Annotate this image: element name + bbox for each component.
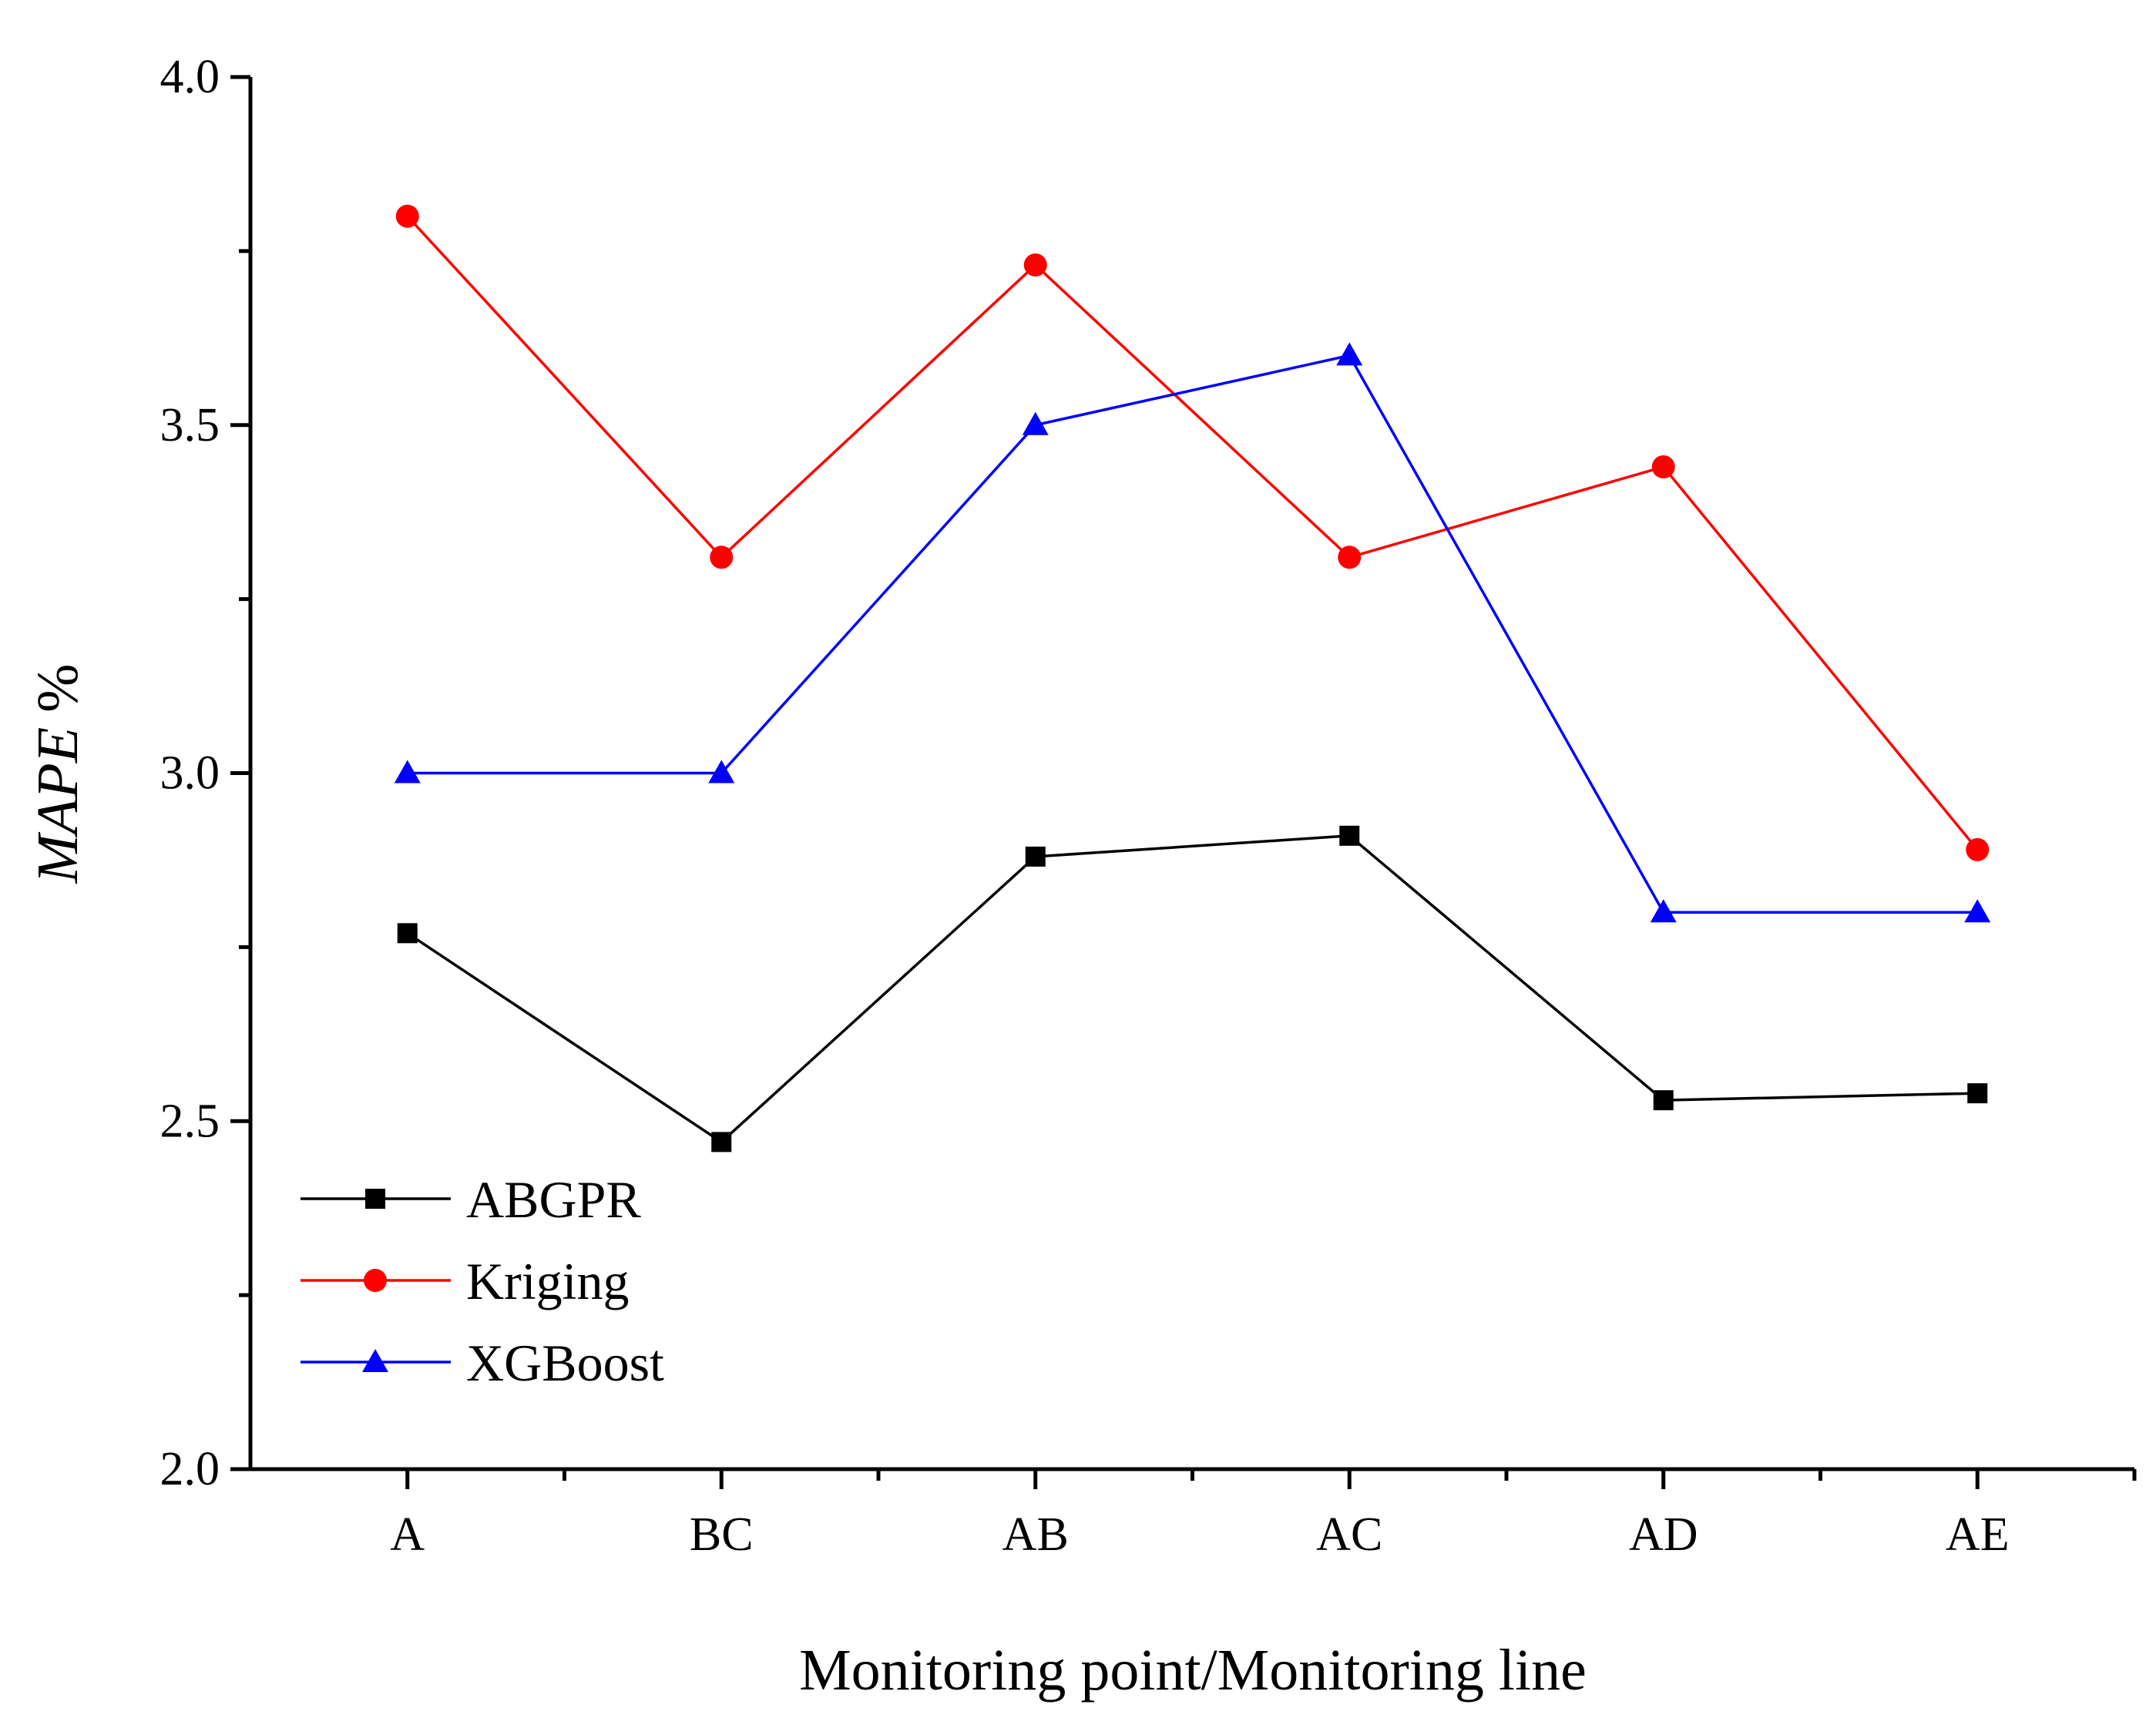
legend-marker-abgpr (365, 1189, 385, 1209)
x-tick-label: AB (1002, 1508, 1069, 1561)
series-line-xgboost (407, 354, 1978, 914)
data-point-xgboost (394, 760, 421, 783)
series-layer (394, 204, 1991, 1153)
data-point-xgboost (1964, 899, 1991, 923)
data-point-kriging (1966, 837, 1990, 861)
legend-label-abgpr: ABGPR (466, 1170, 641, 1229)
data-point-xgboost (1336, 342, 1363, 366)
legend-label-xgboost: XGBoost (466, 1334, 664, 1392)
y-tick-label: 3.5 (160, 399, 220, 451)
y-axis-title: MAPE % (25, 664, 90, 884)
x-tick-label: A (390, 1508, 425, 1561)
data-point-xgboost (708, 760, 735, 783)
data-point-xgboost (1650, 899, 1677, 923)
series-xgboost (394, 342, 1991, 923)
data-point-abgpr (1967, 1083, 1988, 1104)
data-point-abgpr (1653, 1090, 1674, 1111)
y-tick-label: 3.0 (160, 747, 220, 800)
legend: ABGPR Kriging XGBoost (301, 1170, 664, 1392)
legend-marker-kriging (364, 1269, 387, 1292)
y-axis-title-suffix: % (25, 664, 90, 727)
y-axis-title-italic: MAPE (25, 727, 90, 884)
data-point-kriging (1023, 253, 1047, 277)
series-line-abgpr (406, 834, 1978, 1144)
legend-label-kriging: Kriging (466, 1252, 630, 1310)
data-point-kriging (395, 204, 419, 228)
data-point-kriging (710, 545, 734, 569)
y-tick-label: 2.5 (160, 1095, 220, 1147)
data-point-xgboost (1022, 411, 1049, 435)
data-point-abgpr (1025, 846, 1046, 867)
legend-item-kriging: Kriging (301, 1252, 630, 1310)
y-tick-label: 2.0 (160, 1443, 220, 1495)
x-axis-title: Monitoring point/Monitoring line (799, 1638, 1587, 1703)
legend-item-abgpr: ABGPR (301, 1170, 641, 1229)
x-tick-label: AE (1946, 1508, 2010, 1561)
legend-item-xgboost: XGBoost (301, 1334, 664, 1392)
x-ticks: A BC AB AC AD AE (390, 1469, 2137, 1561)
series-abgpr (397, 825, 1988, 1153)
series-kriging (395, 204, 1990, 861)
x-tick-label: BC (690, 1508, 754, 1561)
y-ticks: 2.0 2.5 3.0 3.5 4.0 (160, 51, 250, 1495)
y-tick-label: 4.0 (160, 51, 220, 103)
data-point-abgpr (397, 923, 418, 944)
x-tick-label: AC (1316, 1508, 1382, 1561)
legend-marker-xgboost (362, 1349, 388, 1372)
series-line-kriging (406, 215, 1979, 851)
data-point-kriging (1651, 455, 1675, 478)
data-point-abgpr (711, 1132, 732, 1153)
data-point-kriging (1338, 545, 1362, 569)
data-point-abgpr (1339, 825, 1360, 846)
x-tick-label: AD (1629, 1508, 1698, 1561)
axes: 2.0 2.5 3.0 3.5 4.0 A BC AB AC AD AE (160, 51, 2137, 1561)
